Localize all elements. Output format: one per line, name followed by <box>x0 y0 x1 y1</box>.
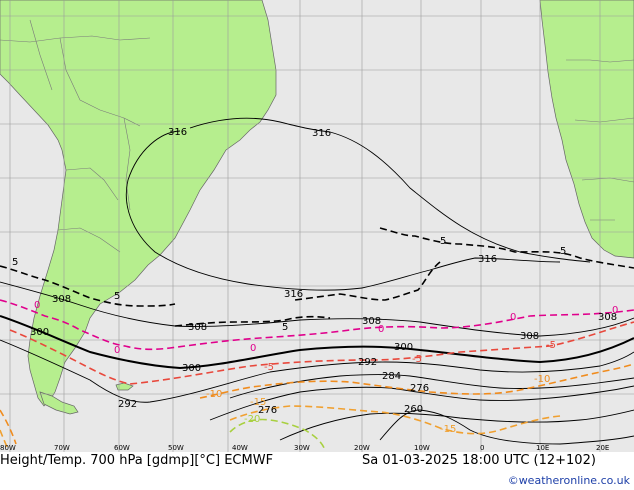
temp-label-0: 0 <box>612 305 618 316</box>
isotherm-minus15 <box>229 405 561 435</box>
lon-label: 0 <box>480 444 484 452</box>
isotherm-minus10 <box>199 363 634 399</box>
isotherm-minus10-west <box>0 409 17 445</box>
lon-label: 10W <box>414 444 430 452</box>
height-label: 300 <box>394 342 413 353</box>
contour-316-south <box>361 257 561 289</box>
contour-260 <box>379 409 634 445</box>
temp-label-minus20: -20 <box>244 414 260 425</box>
temp-label-5: 5 <box>560 246 566 257</box>
height-label: 292 <box>118 399 137 410</box>
land-africa <box>539 0 634 259</box>
temp-label-minus5: -5 <box>546 340 556 351</box>
temp-label-5: 5 <box>440 236 446 247</box>
height-label: 308 <box>598 312 617 323</box>
lon-label: 30W <box>294 444 310 452</box>
height-label: 284 <box>382 371 401 382</box>
height-label: 300 <box>30 327 49 338</box>
isotherm-0 <box>0 299 634 351</box>
contour-300 <box>0 315 634 370</box>
lon-label: 80W <box>0 444 16 452</box>
height-label: 276 <box>410 383 429 394</box>
height-label: 316 <box>478 254 497 265</box>
height-label: 300 <box>182 363 201 374</box>
temp-label-0: 0 <box>34 300 40 311</box>
temp-label-5: 5 <box>282 322 288 333</box>
height-label-group: 316 316 316 316 308 308 308 308 308 300 … <box>30 127 617 416</box>
contour-316-loop <box>125 130 363 291</box>
height-label: 316 <box>312 128 331 139</box>
land-tierra-del-fuego <box>39 391 79 415</box>
temp-label-minus15: -15 <box>440 424 456 435</box>
isotherm-5-mid <box>294 261 441 301</box>
temp-contours <box>0 227 634 451</box>
temp-label-minus10: -10 <box>206 389 222 400</box>
temp-label-group: 0 0 0 0 0 0 5 5 5 5 5 -5 -5 -5 -10 -10 -… <box>12 236 618 435</box>
contour-292 <box>0 339 634 403</box>
temp-label-minus15: -15 <box>250 397 266 408</box>
land-south-america <box>0 0 277 407</box>
isotherm-minus5 <box>9 321 634 385</box>
temp-label-0: 0 <box>510 312 516 323</box>
lon-label: 40W <box>232 444 248 452</box>
lon-label: 60W <box>114 444 130 452</box>
height-label: 308 <box>520 331 539 342</box>
height-label: 308 <box>362 316 381 327</box>
lon-label: 50W <box>168 444 184 452</box>
contour-316-north <box>189 117 591 263</box>
temp-label-5: 5 <box>12 257 18 268</box>
contour-308 <box>0 281 634 337</box>
height-label: 260 <box>404 404 423 415</box>
contour-276 <box>209 385 634 421</box>
country-borders <box>0 19 634 253</box>
site-credit[interactable]: ©weatheronline.co.uk <box>507 474 630 487</box>
lon-label: 10E <box>536 444 549 452</box>
height-label: 308 <box>52 294 71 305</box>
temp-label-5: 5 <box>114 291 120 302</box>
lon-label: 70W <box>54 444 70 452</box>
height-label: 316 <box>168 127 187 138</box>
temp-label-0: 0 <box>250 343 256 354</box>
isotherm-5-south <box>174 315 331 327</box>
lon-label: 20W <box>354 444 370 452</box>
height-label: 276 <box>258 405 277 416</box>
temp-label-minus10: -10 <box>534 374 550 385</box>
height-label: 316 <box>284 289 303 300</box>
land-falklands <box>115 382 134 391</box>
map-title: Height/Temp. 700 hPa [gdmp][°C] ECMWF <box>0 453 274 468</box>
height-label: 292 <box>358 357 377 368</box>
temp-label-0: 0 <box>114 345 120 356</box>
temp-label-minus5: -5 <box>412 354 422 365</box>
temp-label-0: 0 <box>378 324 384 335</box>
height-label: 308 <box>188 322 207 333</box>
longitude-axis: 80W 70W 60W 50W 40W 30W 20W 10W 0 10E 20… <box>0 444 609 452</box>
contour-268 <box>279 409 634 441</box>
isotherm-5-coast <box>0 265 176 307</box>
isotherm-5-north <box>379 227 634 269</box>
lon-label: 20E <box>596 444 609 452</box>
graticule <box>0 0 634 452</box>
isotherm-minus15-west <box>0 429 9 451</box>
temp-label-minus5: -5 <box>264 362 274 373</box>
valid-time: Sa 01-03-2025 18:00 UTC (12+102) <box>362 453 596 468</box>
